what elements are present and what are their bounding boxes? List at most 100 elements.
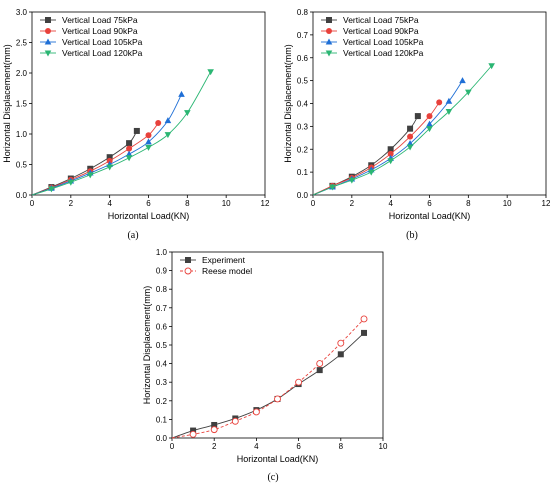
data-point xyxy=(106,154,113,161)
data-point xyxy=(145,144,152,151)
data-point xyxy=(164,117,172,124)
data-point xyxy=(387,150,394,157)
x-tick-label: 12 xyxy=(542,199,550,208)
legend-marker xyxy=(45,17,51,23)
x-tick-label: 6 xyxy=(296,442,301,451)
series-4 xyxy=(312,63,495,196)
data-point xyxy=(155,120,162,127)
y-tick-label: 0.1 xyxy=(297,168,309,177)
legend-label: Experiment xyxy=(202,255,246,265)
x-tick-label: 0 xyxy=(311,199,316,208)
data-point xyxy=(210,426,218,434)
data-point xyxy=(184,110,191,117)
y-tick-label: 0.7 xyxy=(297,31,309,40)
data-point xyxy=(145,138,152,145)
series-line xyxy=(31,94,182,196)
x-axis-title: Horizontal Load(KN) xyxy=(389,211,471,221)
legend-marker xyxy=(326,17,332,23)
data-point xyxy=(106,164,113,171)
y-axis-title: Horizontal Displacement(mm) xyxy=(2,44,12,163)
y-tick-label: 0.9 xyxy=(156,267,168,276)
data-point xyxy=(329,184,336,191)
series-line xyxy=(312,80,463,196)
panel-label: (c) xyxy=(267,472,278,483)
x-tick-label: 8 xyxy=(466,199,471,208)
data-point xyxy=(337,339,345,347)
y-tick-label: 0.3 xyxy=(297,122,309,131)
y-tick-label: 0.0 xyxy=(156,434,168,443)
legend-label: Vertical Load 120kPa xyxy=(343,48,424,58)
legend-marker xyxy=(325,50,333,57)
x-tick-label: 10 xyxy=(503,199,512,208)
legend-label: Vertical Load 105kPa xyxy=(62,37,143,47)
data-point xyxy=(488,63,495,70)
data-point xyxy=(48,186,55,193)
data-point xyxy=(126,140,133,147)
x-tick-label: 8 xyxy=(339,442,344,451)
x-tick-label: 6 xyxy=(427,199,432,208)
x-tick-label: 0 xyxy=(30,199,35,208)
y-tick-label: 3.0 xyxy=(16,8,28,17)
data-point xyxy=(145,132,152,139)
y-axis-title: Horizontal Displacement(mm) xyxy=(142,286,152,405)
data-point xyxy=(133,127,140,134)
data-point xyxy=(125,150,133,157)
data-point xyxy=(231,417,239,425)
series-line xyxy=(31,71,212,196)
data-point xyxy=(387,158,394,165)
legend-label: Reese model xyxy=(202,266,252,276)
data-point xyxy=(426,120,433,127)
x-tick-label: 8 xyxy=(185,199,190,208)
x-tick-label: 6 xyxy=(146,199,151,208)
legend-marker xyxy=(44,38,52,45)
data-point xyxy=(426,113,433,120)
data-point xyxy=(125,155,133,162)
panel-label: (b) xyxy=(406,230,418,241)
series-1 xyxy=(171,329,368,439)
legend-marker xyxy=(184,267,192,275)
series-line xyxy=(31,130,138,196)
x-tick-label: 12 xyxy=(261,199,270,208)
y-tick-label: 0.8 xyxy=(297,8,309,17)
series-line xyxy=(312,65,492,196)
x-tick-label: 2 xyxy=(69,199,74,208)
y-tick-label: 0.7 xyxy=(156,304,168,313)
y-tick-label: 0.8 xyxy=(156,285,168,294)
series-3 xyxy=(312,77,466,196)
y-tick-label: 0.0 xyxy=(297,191,309,200)
y-tick-label: 1.0 xyxy=(156,248,168,257)
data-point xyxy=(178,90,185,97)
y-tick-label: 0.2 xyxy=(297,145,309,154)
data-point xyxy=(367,169,375,176)
data-point xyxy=(407,133,414,140)
data-point xyxy=(316,367,323,374)
legend-label: Vertical Load 75kPa xyxy=(62,15,138,25)
legend-marker xyxy=(326,28,332,34)
data-point xyxy=(316,360,324,368)
y-tick-label: 1.5 xyxy=(16,100,28,109)
x-tick-label: 10 xyxy=(379,442,388,451)
y-axis-title: Horizontal Displacement(mm) xyxy=(283,44,293,163)
legend-label: Vertical Load 90kPa xyxy=(62,26,138,36)
data-point xyxy=(67,179,75,186)
series-2 xyxy=(312,99,443,196)
data-point xyxy=(361,329,368,336)
data-point xyxy=(459,77,466,84)
legend-label: Vertical Load 120kPa xyxy=(62,48,143,58)
legend-label: Vertical Load 75kPa xyxy=(343,15,419,25)
x-axis-title: Horizontal Load(KN) xyxy=(237,454,319,464)
data-point xyxy=(436,99,443,106)
y-tick-label: 0.5 xyxy=(16,161,28,170)
data-point xyxy=(86,172,94,179)
data-point xyxy=(337,351,344,358)
series-line xyxy=(171,332,365,439)
data-point xyxy=(106,157,113,164)
data-point xyxy=(426,126,433,133)
x-tick-label: 0 xyxy=(170,442,175,451)
x-tick-label: 4 xyxy=(388,199,393,208)
series-3 xyxy=(31,90,185,196)
data-point xyxy=(274,395,281,403)
y-tick-label: 0.1 xyxy=(156,415,168,424)
